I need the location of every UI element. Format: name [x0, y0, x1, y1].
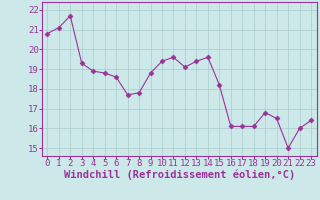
X-axis label: Windchill (Refroidissement éolien,°C): Windchill (Refroidissement éolien,°C)	[64, 169, 295, 180]
